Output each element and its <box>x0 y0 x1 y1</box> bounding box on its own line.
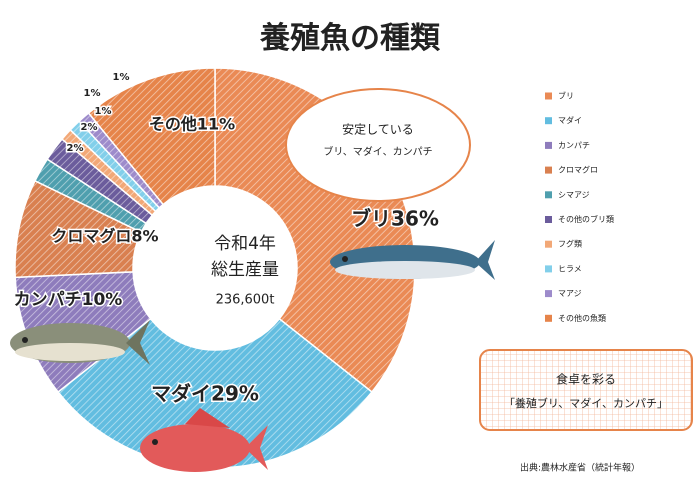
legend-label: クロマグロ <box>558 165 598 175</box>
legend-swatch <box>545 92 552 100</box>
note-bubble <box>285 88 471 202</box>
fish-illustrations <box>10 240 495 472</box>
note-text: 安定している <box>342 123 414 137</box>
legend-label: カンパチ <box>558 141 590 150</box>
data-label: 1% <box>113 72 130 83</box>
source: 出典:農林水産省（統計年報） <box>520 462 640 474</box>
data-label: 1% <box>84 88 101 99</box>
legend-label: その他のブリ類 <box>558 214 614 224</box>
fish-kanpachi <box>10 320 150 365</box>
note-text: ブリ、マダイ、カンパチ <box>323 145 432 158</box>
fish-madai <box>140 408 268 472</box>
data-label: マダイ29% <box>151 382 259 406</box>
legend-swatch <box>545 240 552 248</box>
data-label: 2% <box>81 122 98 133</box>
legend-label: マアジ <box>558 289 582 298</box>
legend-label: シマアジ <box>558 190 590 199</box>
data-label: カンパチ10% <box>14 290 123 310</box>
data-label: 1% <box>95 106 112 117</box>
legend-label: その他の魚類 <box>558 313 606 323</box>
legend-swatch <box>545 166 552 174</box>
data-label: その他11% <box>149 115 235 134</box>
center-text: 236,600t <box>216 293 275 308</box>
center-text: 総生産量 <box>211 260 279 280</box>
chart-title: 養殖魚の種類 <box>259 21 441 56</box>
message-box <box>479 349 693 431</box>
legend-swatch <box>545 191 552 199</box>
legend-swatch <box>545 290 552 298</box>
legend-swatch <box>545 265 552 273</box>
center-text: 令和4年 <box>214 234 276 254</box>
message-text: 食卓を彩る <box>556 373 616 387</box>
legend-label: ヒラメ <box>558 264 582 273</box>
data-label: ブリ36% <box>351 207 439 231</box>
data-label: 2% <box>67 143 84 154</box>
legend-swatch <box>545 216 552 223</box>
legend-label: ブリ <box>558 91 574 101</box>
legend-swatch <box>545 314 552 322</box>
message-text: 「養殖ブリ、マダイ、カンパチ」 <box>504 396 668 410</box>
legend-swatch <box>545 141 552 149</box>
legend-label: マダイ <box>558 115 582 125</box>
legend-swatch <box>545 117 552 125</box>
data-label: クロマグロ8% <box>51 227 158 246</box>
legend-label: フグ類 <box>558 239 582 249</box>
fish-buri <box>330 240 495 280</box>
